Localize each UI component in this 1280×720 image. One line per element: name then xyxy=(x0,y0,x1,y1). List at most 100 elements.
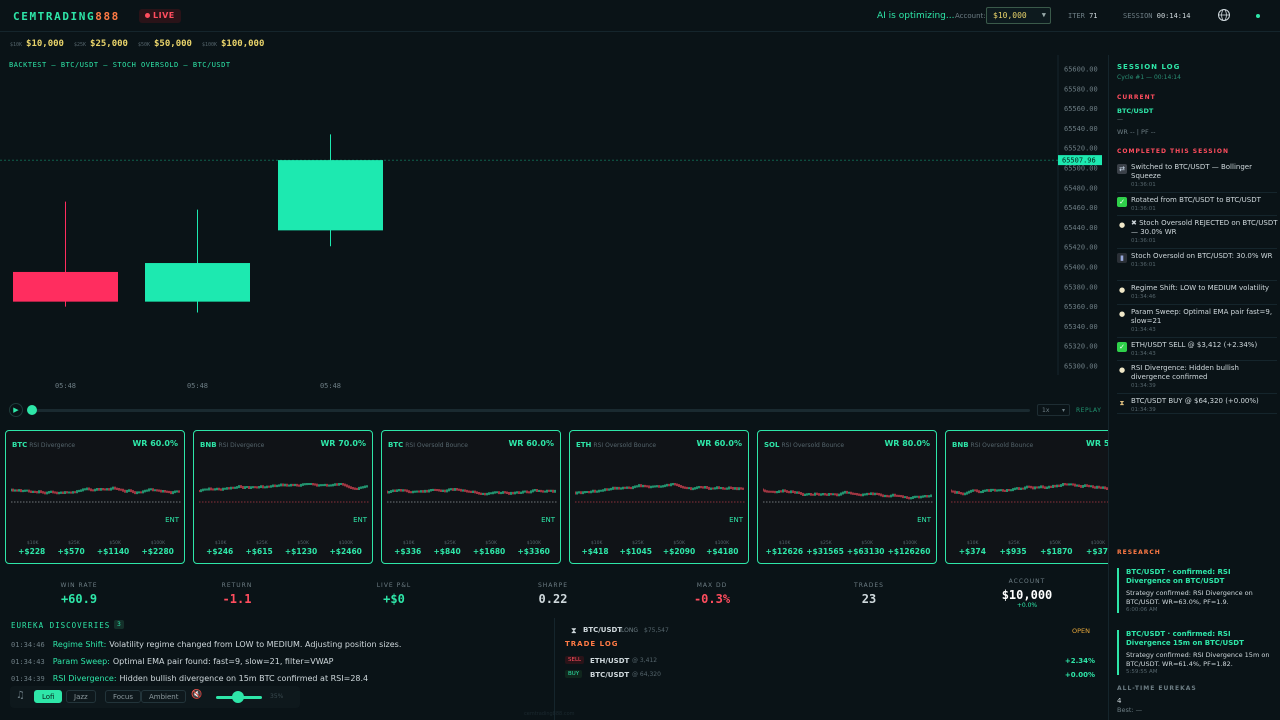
replay-track[interactable] xyxy=(32,409,1030,412)
iter-value: 71 xyxy=(1089,12,1098,20)
stat-value: +$0 xyxy=(383,592,405,606)
chart-title: BACKTEST — BTC/USDT — STOCH OVERSOLD — B… xyxy=(9,61,231,69)
card-symbol: BNB RSI Divergence xyxy=(200,441,264,449)
session-log-message: RSI Divergence: Hidden bullish divergenc… xyxy=(1131,364,1239,381)
preset-button[interactable]: $25K $25,000 xyxy=(74,39,128,49)
music-genre-button[interactable]: Jazz xyxy=(66,690,96,703)
card-size-label: $10K xyxy=(590,541,603,546)
footer-url[interactable]: cemtrading888.com xyxy=(524,711,575,717)
card-pnl-value: +$228 xyxy=(18,547,46,556)
card-pnl-value: +$246 xyxy=(206,547,234,556)
strategy-card[interactable]: SOL RSI Oversold Bounce WR 80.0% ENT $10K $25… xyxy=(757,430,937,564)
stat-block: ACCOUNT $10,000 +0.0% xyxy=(967,578,1087,609)
trade-log-title: TRADE LOG xyxy=(565,640,619,648)
stat-label: RETURN xyxy=(221,582,253,589)
stat-label: SHARPE xyxy=(537,582,568,589)
strategy-card[interactable]: BTC RSI Oversold Bounce WR 60.0% ENT $10K $25… xyxy=(381,430,561,564)
card-strategy: RSI Divergence xyxy=(29,442,76,449)
last-price-badge xyxy=(1058,155,1102,166)
replay-scrubber[interactable] xyxy=(27,405,37,415)
preset-button[interactable]: $50K $50,000 xyxy=(138,39,192,49)
card-pnl-values: +$228 +$570 +$1140 +$2280 xyxy=(12,547,180,556)
eureka-time: 01:34:46 xyxy=(11,641,45,649)
bulb-icon: ● xyxy=(1118,221,1126,229)
card-win-rate: WR 70.0% xyxy=(320,439,366,448)
candle-body[interactable] xyxy=(278,160,383,231)
session-log-time: 01:34:46 xyxy=(1131,294,1156,300)
trade-row[interactable]: SELL ETH/USDT @ 3,412 +2.34% xyxy=(565,656,1095,668)
card-symbol-text: BNB xyxy=(952,441,969,449)
trade-pnl: +0.00% xyxy=(1064,671,1095,679)
candlestick-chart[interactable]: 65600.00 65580.00 65560.00 65540.00 65520.00… xyxy=(0,55,1108,395)
session-log-text: Regime Shift: LOW to MEDIUM volatility 01… xyxy=(1131,284,1279,302)
music-genre-button[interactable]: Focus xyxy=(105,690,141,703)
hourglass-icon: ⧗ xyxy=(571,626,577,635)
preset-value: $25,000 xyxy=(90,39,128,49)
card-size-label: $10K xyxy=(966,541,979,546)
card-pnl-value: +$418 xyxy=(581,547,609,556)
position-direction: LONG xyxy=(621,627,638,634)
card-pnl-value: +$2460 xyxy=(329,547,362,556)
card-size-label: $50K xyxy=(1049,541,1061,546)
card-pnl-value: +$1230 xyxy=(284,547,318,556)
card-size-label: $10K xyxy=(26,541,39,546)
card-pnl-value: +$374 xyxy=(958,547,986,556)
card-pnl-value: +$1140 xyxy=(96,547,130,556)
stat-label: ACCOUNT xyxy=(1008,578,1046,585)
card-strategy: RSI Oversold Bounce xyxy=(405,442,468,449)
current-dash: — xyxy=(1117,116,1123,123)
card-size-labels: $10K $25K $50K $100K xyxy=(12,541,180,546)
chevron-down-icon: ▼ xyxy=(1041,11,1046,19)
chevron-down-icon: ▾ xyxy=(1061,407,1065,414)
y-tick-label: 65580.00 xyxy=(1064,85,1098,93)
strategy-card[interactable]: BNB RSI Divergence WR 70.0% ENT $10K $25K $50K… xyxy=(193,430,373,564)
research-card[interactable]: BTC/USDT · confirmed: RSI Divergence 15m… xyxy=(1117,630,1275,675)
volume-percent: 35% xyxy=(270,693,284,700)
entry-marker: ENT xyxy=(353,516,367,524)
speed-select[interactable]: 1x ▾ xyxy=(1037,404,1070,416)
speed-value: 1x xyxy=(1042,407,1050,414)
stat-block: RETURN -1.1 xyxy=(177,582,297,606)
session-log-text: ✖ Stoch Oversold REJECTED on BTC/USDT — … xyxy=(1131,219,1279,246)
preset-button[interactable]: $10K $10,000 xyxy=(10,39,64,49)
stat-value: -1.1 xyxy=(222,592,252,606)
card-size-label: $10K xyxy=(402,541,415,546)
entry-marker: ENT xyxy=(729,516,743,524)
trade-row[interactable]: BUY BTC/USDT @ 64,320 +0.00% xyxy=(565,670,1095,682)
play-button[interactable]: ▶ xyxy=(9,403,23,417)
music-genre-button[interactable]: Ambient xyxy=(141,690,187,703)
account-select[interactable]: $10,000 ▼ xyxy=(986,7,1051,24)
card-sparkline xyxy=(387,487,557,503)
card-size-label: $100K xyxy=(526,541,542,546)
card-pnl-value: +$126260 xyxy=(887,547,931,556)
volume-slider-thumb[interactable] xyxy=(232,691,244,703)
current-stats: WR -- | PF -- xyxy=(1117,128,1156,136)
app-logo[interactable]: CEMTRADING888 xyxy=(13,10,120,23)
strategy-card[interactable]: BTC RSI Divergence WR 60.0% ENT $10K $25K $50K… xyxy=(5,430,185,564)
candle-body[interactable] xyxy=(145,263,250,302)
network-icon[interactable] xyxy=(1217,8,1231,22)
strategy-card[interactable]: ETH RSI Oversold Bounce WR 60.0% ENT $10K $25… xyxy=(569,430,749,564)
position-price: $75,547 xyxy=(644,627,669,634)
music-genre-button[interactable]: Lofi xyxy=(34,690,63,703)
candle-body[interactable] xyxy=(13,271,118,302)
live-dot-icon xyxy=(145,13,150,18)
eureka-kind: Regime Shift: xyxy=(52,640,107,649)
bulb-icon: ● xyxy=(1118,310,1126,318)
eureka-count-badge: 3 xyxy=(114,620,124,629)
research-card[interactable]: BTC/USDT · confirmed: RSI Divergence on … xyxy=(1117,568,1275,613)
preset-button[interactable]: $100K $100,000 xyxy=(202,39,264,49)
card-symbol: BNB RSI Oversold Bounce xyxy=(952,441,1033,449)
mute-icon[interactable]: 🔇 xyxy=(191,690,203,700)
account-select-value: $10,000 xyxy=(993,11,1027,20)
card-strategy: RSI Oversold Bounce xyxy=(593,442,657,449)
card-pnl-value: +$63130 xyxy=(846,547,885,556)
card-pnl-value: +$336 xyxy=(394,547,422,556)
logo-text: CEMTRADING xyxy=(13,10,96,23)
y-tick-label: 65380.00 xyxy=(1064,283,1098,291)
logo-suffix: 888 xyxy=(95,10,120,23)
card-win-rate: WR 80.0% xyxy=(884,439,930,448)
trade-pnl: +2.34% xyxy=(1064,657,1095,665)
card-pnl-value: +$2090 xyxy=(662,547,696,556)
